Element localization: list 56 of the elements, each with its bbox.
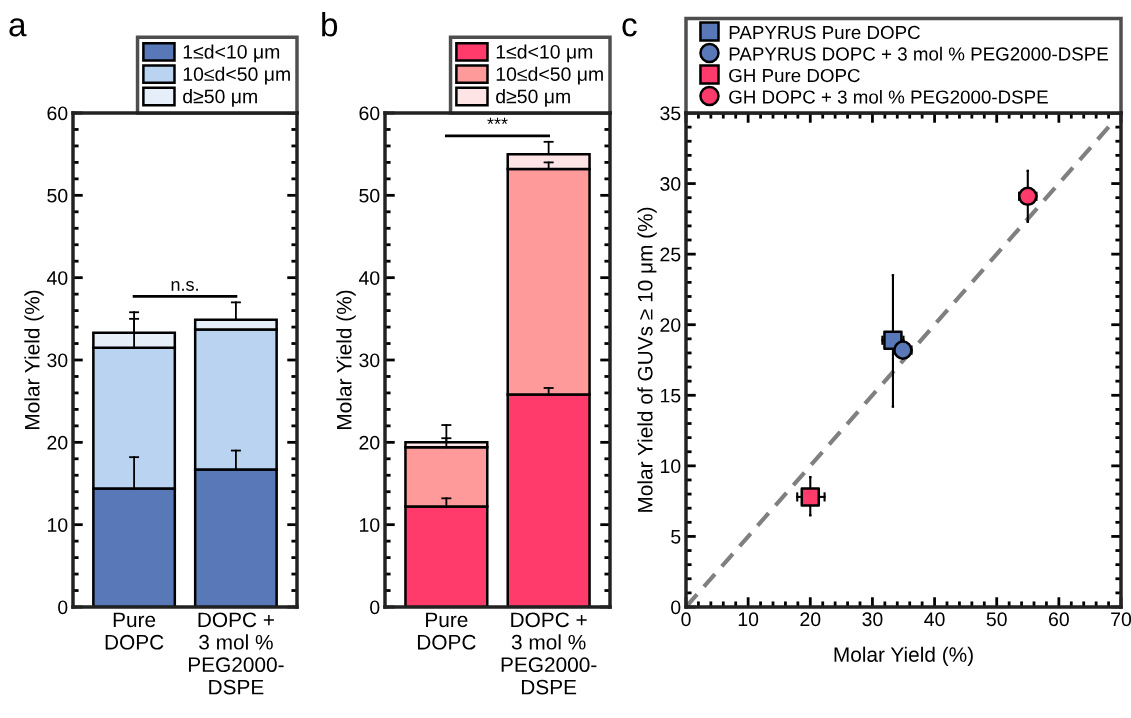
y-tick-label: 5: [671, 530, 681, 544]
y-tick-label: 20: [660, 318, 681, 332]
y-axis-title: Molar Yield (%): [336, 290, 356, 429]
legend-label: GH DOPC + 3 mol % PEG2000-DSPE: [729, 89, 1048, 104]
x-tick-label: 40: [924, 612, 945, 627]
y-tick-label: 30: [359, 353, 380, 368]
y-axis-title: Molar Yield of GUVs ≥ 10 μm (%): [637, 207, 657, 512]
y-tick-label: 30: [660, 177, 681, 191]
x-tick-label: 20: [800, 612, 821, 627]
y-tick-label: 50: [359, 188, 380, 203]
y-tick-label: 60: [47, 106, 68, 121]
point: [800, 487, 821, 507]
x-tick-label: 60: [1049, 612, 1069, 627]
annotation: ***: [487, 117, 508, 125]
point: [1018, 186, 1038, 207]
y-tick-label: 0: [370, 600, 380, 615]
legend-label: PAPYRUS Pure DOPC: [729, 25, 920, 40]
legend-label: 10≤d<50 μm: [183, 66, 290, 85]
x-tick-label: Pure DOPC: [417, 612, 476, 650]
x-tick-label: DOPC + 3 mol % PEG2000- DSPE: [188, 612, 284, 695]
chart-title: b: [322, 12, 338, 37]
legend-label: PAPYRUS DOPC + 3 mol % PEG2000-DSPE: [729, 46, 1108, 61]
y-tick-label: 10: [360, 518, 380, 532]
y-tick-label: 40: [46, 271, 68, 285]
legend-label: GH Pure DOPC: [729, 68, 860, 83]
y-tick-label: 20: [359, 435, 380, 450]
y-tick-label: 0: [58, 600, 68, 615]
chart-title: a: [9, 18, 27, 37]
y-tick-label: 60: [359, 106, 380, 121]
y-tick-label: 20: [47, 435, 68, 450]
y-tick-label: 40: [358, 271, 380, 285]
x-tick-label: 30: [862, 612, 883, 627]
x-tick-label: 0: [681, 612, 691, 627]
x-tick-label: 10: [738, 612, 759, 627]
legend-label: d≥50 μm: [496, 89, 570, 107]
annotation: n.s.: [171, 281, 198, 291]
legend-label: d≥50 μm: [183, 89, 257, 107]
legend-label: 1≤d<10 μm: [183, 44, 280, 63]
legend-label: 1≤d<10 μm: [496, 44, 593, 63]
x-tick-label: 70: [1111, 612, 1131, 627]
chart-title: c: [622, 18, 637, 37]
x-tick-label: Pure DOPC: [105, 612, 164, 650]
y-tick-label: 0: [671, 600, 681, 615]
y-tick-label: 15: [661, 388, 681, 403]
y-axis-title: Molar Yield (%): [24, 290, 44, 429]
y-tick-label: 10: [661, 459, 681, 474]
x-tick-label: 50: [986, 612, 1007, 627]
x-tick-label: DOPC + 3 mol % PEG2000- DSPE: [501, 612, 597, 695]
y-tick-label: 50: [47, 188, 68, 203]
legend-label: 10≤d<50 μm: [496, 66, 603, 85]
x-axis-title: Molar Yield (%): [834, 646, 973, 667]
y-tick-label: 25: [660, 247, 681, 262]
point: [893, 340, 913, 360]
y-tick-label: 10: [48, 518, 68, 532]
y-tick-label: 35: [660, 106, 681, 121]
y-tick-label: 30: [47, 353, 68, 368]
